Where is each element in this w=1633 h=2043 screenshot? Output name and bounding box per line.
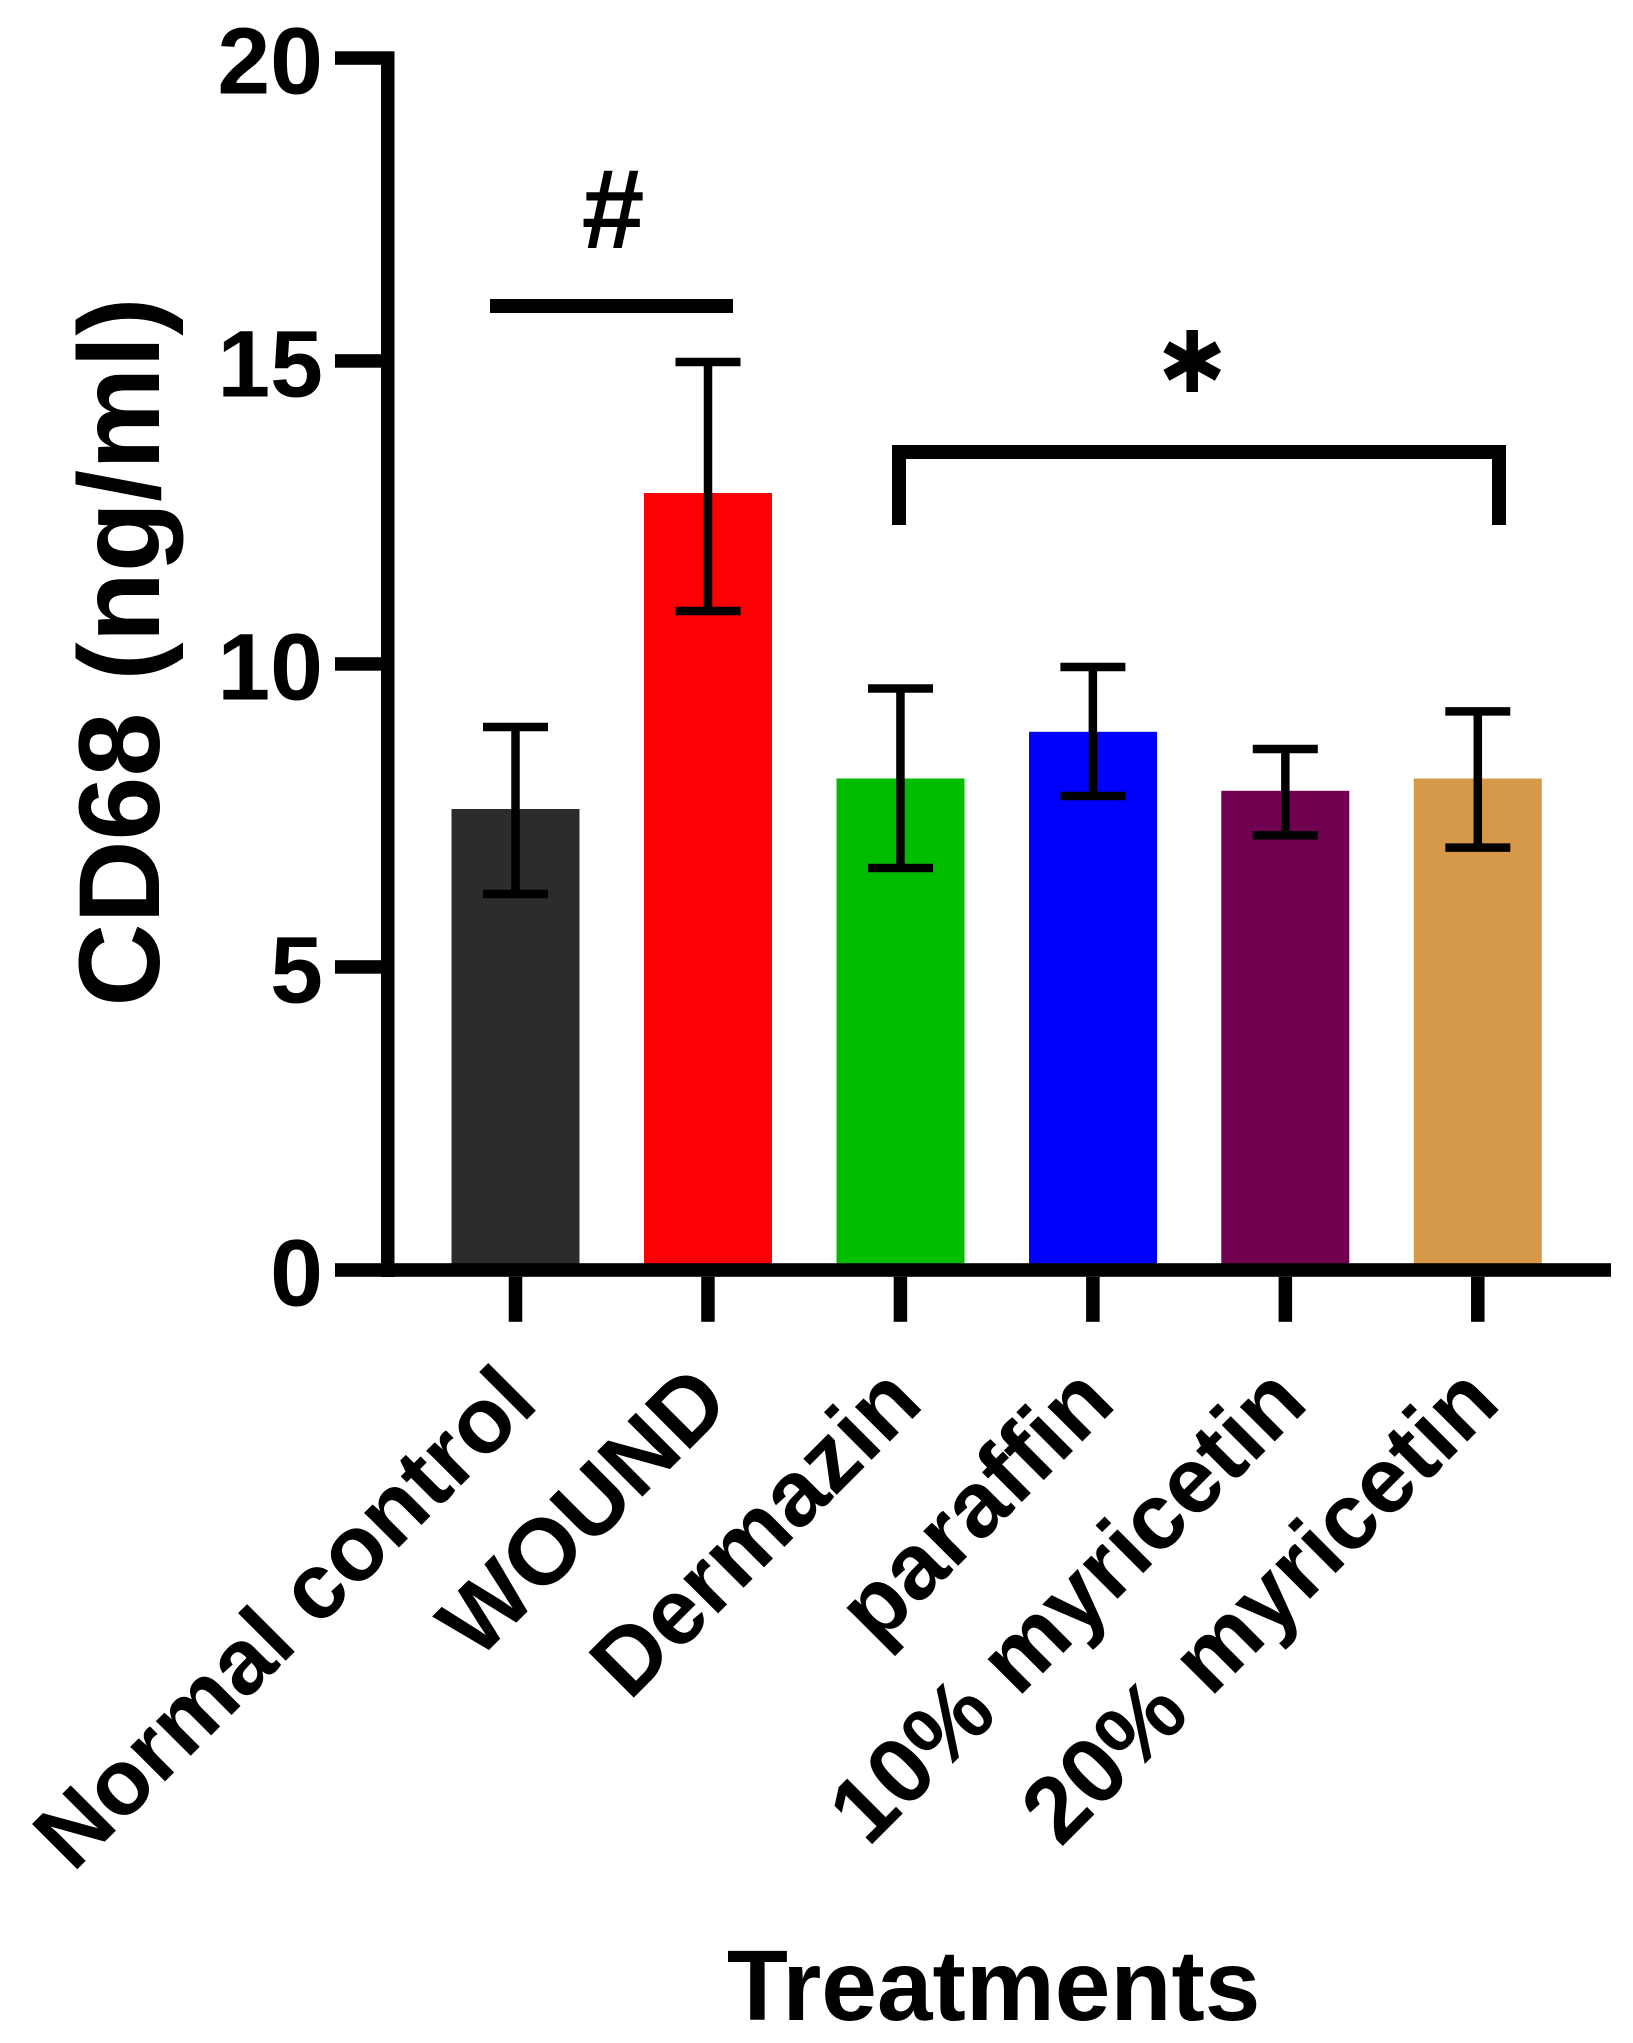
svg-text:#: # xyxy=(582,146,645,272)
svg-text:5: 5 xyxy=(270,918,323,1024)
svg-text:10: 10 xyxy=(217,615,323,721)
svg-text:Treatments: Treatments xyxy=(727,1930,1261,2042)
svg-text:CD68 (ng/ml): CD68 (ng/ml) xyxy=(56,297,184,1006)
svg-text:20: 20 xyxy=(217,9,323,115)
svg-text:0: 0 xyxy=(270,1221,323,1327)
svg-text:15: 15 xyxy=(217,312,323,418)
